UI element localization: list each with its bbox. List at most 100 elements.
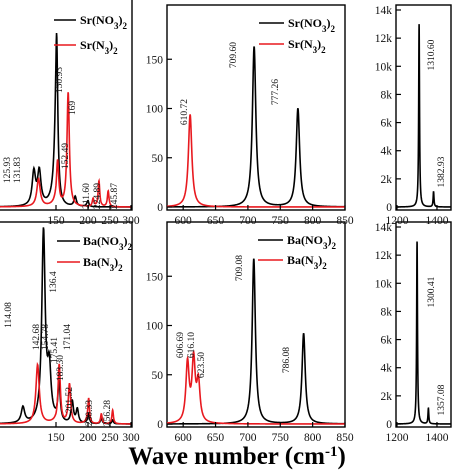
x-tick-label: 800 xyxy=(304,215,322,227)
y-tick-label: 6k xyxy=(381,118,393,130)
peak-label: 230.33 xyxy=(85,400,95,426)
peak-label: 224.89 xyxy=(93,183,103,209)
peak-label: 114.08 xyxy=(4,302,14,328)
x-axis-title: Wave number (cm-1) xyxy=(128,443,346,470)
y-tick-label: 100 xyxy=(146,321,164,333)
peak-label: 152.49 xyxy=(61,143,71,169)
legend-label-ba-no3-mid: Ba(NO3)2 xyxy=(287,233,337,251)
legend-top-middle: Sr(NO3)2 Sr(N3)2 xyxy=(259,16,336,55)
legend-bottom-left: Ba(NO3)2 Ba(N3)2 xyxy=(57,234,133,273)
series-line-srno32 xyxy=(397,24,451,208)
frame-bottom-middle xyxy=(166,221,346,428)
series-line-srn32 xyxy=(167,114,345,208)
x-tick-label: 650 xyxy=(207,432,225,444)
y-tick-label: 14k xyxy=(375,222,393,234)
x-tick-label: 600 xyxy=(175,215,193,227)
peak-label: 201.52 xyxy=(65,387,75,413)
y-tick-label: 12k xyxy=(375,33,393,45)
peak-label: 256.28 xyxy=(103,400,113,426)
x-tick-label: 850 xyxy=(336,432,354,444)
peak-label: 142.68 xyxy=(32,324,42,350)
legend-label-ba-n3: Ba(N3)2 xyxy=(83,255,123,273)
legend-label-sr-n3-mid: Sr(N3)2 xyxy=(288,37,326,55)
x-tick-label: 200 xyxy=(79,215,97,227)
peak-label: 1357.08 xyxy=(437,384,447,415)
x-tick-label: 750 xyxy=(272,432,290,444)
legend-label-sr-no3-mid: Sr(NO3)2 xyxy=(288,16,336,34)
legend-label-sr-n3: Sr(N3)2 xyxy=(80,38,118,56)
peak-label: 171.04 xyxy=(63,324,73,350)
x-tick-label: 1200 xyxy=(386,215,409,227)
peak-label: 786.08 xyxy=(282,347,292,373)
y-tick-label: 12k xyxy=(375,250,393,262)
x-tick-label: 250 xyxy=(101,215,119,227)
y-tick-label: 0 xyxy=(157,202,163,214)
peak-label: 777.26 xyxy=(271,79,281,105)
y-tick-label: 50 xyxy=(152,370,164,382)
legend-label-sr-no3: Sr(NO3)2 xyxy=(80,13,128,31)
peak-label: 169 xyxy=(68,101,78,116)
peak-label: 1382.93 xyxy=(437,156,447,187)
y-tick-label: 2k xyxy=(381,391,393,403)
y-tick-label: 0 xyxy=(386,419,392,431)
x-tick-label: 150 xyxy=(47,432,65,444)
peak-label: 245.87 xyxy=(110,183,120,209)
x-tick-label: 1400 xyxy=(425,215,448,227)
peak-label: 211.60 xyxy=(82,183,92,209)
y-tick-label: 10k xyxy=(375,61,393,73)
y-tick-label: 150 xyxy=(146,54,164,66)
series-line-bano32 xyxy=(167,258,345,425)
y-tick-label: 6k xyxy=(381,335,393,347)
legend-label-ba-no3: Ba(NO3)2 xyxy=(83,234,133,252)
legend-top-left: Sr(NO3)2 Sr(N3)2 xyxy=(54,13,128,56)
x-tick-label: 700 xyxy=(239,432,257,444)
y-tick-label: 100 xyxy=(146,104,164,116)
x-tick-label: 250 xyxy=(101,432,119,444)
y-tick-label: 150 xyxy=(146,271,164,283)
peak-label: 709.60 xyxy=(229,42,239,68)
y-tick-label: 14k xyxy=(375,5,393,17)
axis-ticks: 150 200 250 300 600 650 700 750 800 8500501001501… xyxy=(47,5,448,444)
series-line-srn32 xyxy=(0,92,131,208)
x-tick-label: 650 xyxy=(207,215,225,227)
x-tick-label: 300 xyxy=(122,432,140,444)
peak-label: 616.10 xyxy=(187,332,197,358)
peak-label: 175.41 xyxy=(50,337,60,363)
y-tick-label: 10k xyxy=(375,278,393,290)
x-tick-label: 200 xyxy=(79,432,97,444)
peak-label: 1310.60 xyxy=(427,39,437,70)
y-tick-label: 50 xyxy=(152,153,164,165)
series-line-bano32 xyxy=(397,241,451,425)
peak-label: 610.72 xyxy=(180,99,190,125)
series-line-srno32 xyxy=(167,46,345,208)
y-tick-label: 4k xyxy=(381,363,393,375)
x-tick-label: 150 xyxy=(47,215,65,227)
series-line-ban32 xyxy=(167,350,345,425)
frame-top-middle xyxy=(166,4,346,211)
peak-label: 709.08 xyxy=(235,255,245,281)
legend-bottom-middle: Ba(NO3)2 Ba(N3)2 xyxy=(258,233,337,271)
peak-label: 183.30 xyxy=(56,355,66,381)
plot-bottom-middle xyxy=(167,258,345,425)
peak-label: 154.78 xyxy=(41,324,51,350)
frame-top-left xyxy=(0,0,133,211)
x-tick-label: 1200 xyxy=(386,432,409,444)
y-tick-label: 8k xyxy=(381,306,393,318)
y-tick-label: 0 xyxy=(386,202,392,214)
y-tick-label: 4k xyxy=(381,146,393,158)
peak-label: 606.69 xyxy=(176,332,186,358)
peak-label: 1300.41 xyxy=(427,276,437,307)
frame-bottom-left xyxy=(0,221,133,428)
peak-label: 623.50 xyxy=(197,352,207,378)
peak-annotations: 125.93 131.83 150.93 152.49 169 211.60 224.89 2… xyxy=(3,39,447,426)
frame-top-right xyxy=(395,4,452,211)
x-tick-label: 300 xyxy=(122,215,140,227)
peak-label: 136.4 xyxy=(49,271,59,293)
peak-label: 150.93 xyxy=(55,67,65,93)
y-tick-label: 8k xyxy=(381,89,393,101)
frame-bottom-right xyxy=(395,221,452,428)
x-tick-label: 800 xyxy=(304,432,322,444)
peak-label: 125.93 xyxy=(3,157,13,183)
plot-top-middle xyxy=(167,46,345,208)
